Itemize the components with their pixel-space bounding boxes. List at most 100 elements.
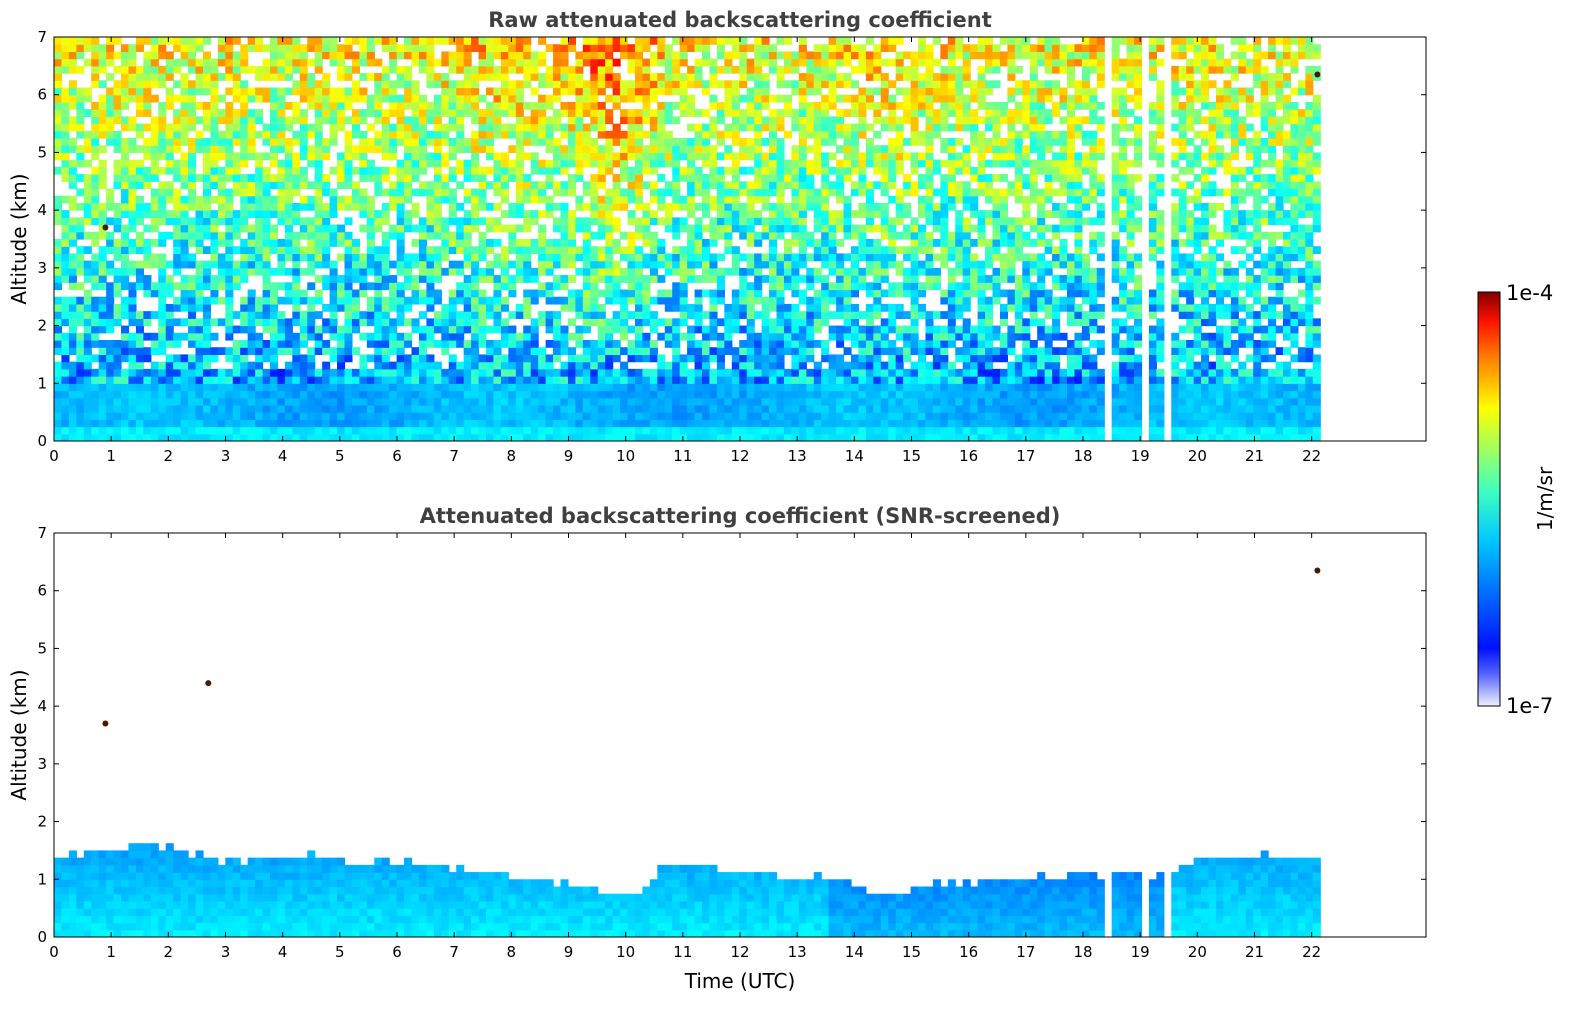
- heatmap-cell: [314, 181, 323, 190]
- heatmap-cell: [150, 73, 159, 81]
- heatmap-cell: [202, 267, 212, 276]
- heatmap-cell: [150, 37, 159, 45]
- heatmap-cell: [702, 246, 711, 255]
- heatmap-cell: [292, 397, 301, 406]
- heatmap-cell: [389, 289, 398, 298]
- heatmap-cell: [724, 145, 733, 154]
- heatmap-cell: [76, 246, 85, 255]
- heatmap-cell: [418, 332, 428, 341]
- heatmap-cell: [307, 123, 316, 132]
- heatmap-cell: [754, 188, 763, 197]
- heatmap-cell: [776, 318, 785, 327]
- heatmap-cell: [91, 174, 100, 182]
- heatmap-cell: [687, 94, 696, 103]
- heatmap-cell: [634, 404, 644, 413]
- heatmap-cell: [642, 231, 651, 240]
- heatmap-cell: [247, 419, 256, 428]
- heatmap-cell: [210, 94, 219, 103]
- heatmap-cell: [754, 44, 763, 53]
- heatmap-cell: [106, 311, 115, 319]
- heatmap-cell: [121, 397, 130, 406]
- heatmap-cell: [791, 224, 800, 233]
- heatmap-cell: [597, 433, 606, 441]
- heatmap-cell: [724, 188, 733, 197]
- heatmap-cell: [91, 152, 100, 161]
- heatmap-cell: [255, 354, 264, 363]
- heatmap-cell: [404, 397, 413, 406]
- heatmap-cell: [344, 174, 353, 182]
- heatmap-cell: [582, 354, 591, 363]
- heatmap-cell: [746, 188, 755, 197]
- heatmap-cell: [836, 145, 845, 154]
- heatmap-cell: [128, 123, 137, 132]
- heatmap-cell: [754, 347, 763, 356]
- heatmap-cell: [240, 80, 249, 89]
- heatmap-cell: [195, 275, 204, 283]
- heatmap-cell: [98, 368, 107, 377]
- heatmap-cell: [523, 419, 532, 428]
- heatmap-cell: [672, 217, 681, 226]
- heatmap-cell: [344, 275, 353, 283]
- heatmap-cell: [210, 224, 219, 233]
- heatmap-cell: [798, 289, 807, 298]
- heatmap-cell: [307, 368, 316, 377]
- heatmap-cell: [113, 347, 122, 356]
- heatmap-cell: [143, 101, 152, 110]
- heatmap-cell: [165, 166, 174, 175]
- heatmap-cell: [813, 159, 822, 168]
- heatmap-cell: [247, 152, 256, 161]
- heatmap-cell: [836, 123, 845, 132]
- heatmap-cell: [448, 354, 457, 363]
- heatmap-cell: [679, 419, 688, 428]
- heatmap-cell: [217, 210, 226, 218]
- heatmap-cell: [240, 246, 249, 255]
- heatmap-cell: [672, 159, 681, 168]
- heatmap-cell: [247, 347, 256, 356]
- heatmap-cell: [657, 44, 666, 53]
- heatmap-cell: [180, 332, 189, 341]
- heatmap-cell: [98, 109, 107, 117]
- heatmap-cell: [486, 325, 495, 334]
- heatmap-cell: [441, 253, 450, 262]
- heatmap-cell: [255, 239, 264, 247]
- heatmap-cell: [642, 397, 651, 406]
- heatmap-cell: [202, 202, 212, 211]
- heatmap-cell: [545, 397, 554, 406]
- heatmap-cell: [836, 368, 845, 377]
- heatmap-cell: [322, 383, 331, 392]
- heatmap-cell: [500, 426, 509, 435]
- heatmap-cell: [716, 253, 725, 262]
- heatmap-cell: [493, 116, 502, 125]
- heatmap-cell: [530, 138, 539, 146]
- heatmap-cell: [366, 404, 375, 413]
- heatmap-cell: [411, 376, 420, 384]
- heatmap-cell: [106, 87, 115, 96]
- heatmap-cell: [404, 361, 413, 370]
- heatmap-cell: [299, 65, 308, 74]
- heatmap-cell: [776, 412, 785, 420]
- heatmap-cell: [426, 340, 435, 348]
- heatmap-cell: [68, 347, 77, 356]
- heatmap-cell: [329, 311, 338, 319]
- heatmap-cell: [322, 303, 331, 312]
- heatmap-cell: [791, 253, 800, 262]
- heatmap-cell: [806, 109, 815, 117]
- heatmap-cell: [411, 390, 420, 399]
- heatmap-cell: [322, 361, 331, 370]
- heatmap-cell: [783, 109, 792, 117]
- heatmap-cell: [850, 390, 860, 399]
- heatmap-cell: [128, 246, 137, 255]
- heatmap-cell: [590, 340, 599, 348]
- heatmap-cell: [366, 159, 375, 168]
- heatmap-cell: [359, 109, 368, 117]
- heatmap-cell: [225, 433, 234, 441]
- heatmap-cell: [158, 138, 167, 146]
- heatmap-cell: [329, 376, 338, 384]
- heatmap-cell: [843, 231, 852, 240]
- heatmap-cell: [612, 419, 621, 428]
- heatmap-cell: [828, 239, 837, 247]
- heatmap-cell: [754, 51, 763, 60]
- heatmap-cell: [262, 419, 271, 428]
- heatmap-cell: [538, 116, 547, 125]
- heatmap-cell: [709, 239, 718, 247]
